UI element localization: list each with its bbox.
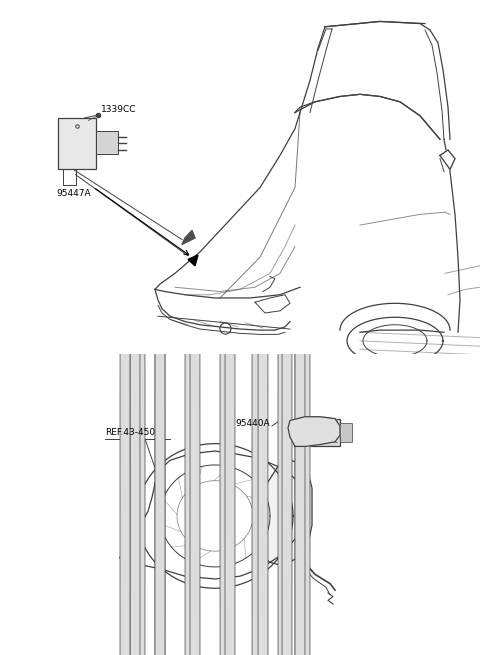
Text: 1339CC: 1339CC bbox=[101, 105, 136, 114]
Circle shape bbox=[252, 0, 262, 655]
Circle shape bbox=[155, 0, 165, 655]
Text: 95440A: 95440A bbox=[235, 419, 270, 428]
Circle shape bbox=[278, 0, 288, 655]
Circle shape bbox=[135, 0, 145, 655]
Polygon shape bbox=[188, 255, 198, 266]
Bar bbox=[340, 422, 352, 442]
Circle shape bbox=[300, 0, 310, 655]
Circle shape bbox=[130, 0, 140, 655]
Text: REF.43-450: REF.43-450 bbox=[105, 428, 155, 437]
Circle shape bbox=[220, 0, 230, 655]
Circle shape bbox=[282, 0, 292, 655]
Circle shape bbox=[190, 0, 200, 655]
Circle shape bbox=[295, 0, 305, 655]
Text: 95447A: 95447A bbox=[56, 189, 91, 198]
Circle shape bbox=[295, 0, 305, 655]
Bar bbox=[295, 419, 340, 447]
Bar bbox=[58, 118, 96, 170]
Polygon shape bbox=[182, 231, 195, 244]
Circle shape bbox=[120, 0, 130, 655]
Circle shape bbox=[225, 0, 235, 655]
Bar bbox=[96, 131, 118, 154]
Polygon shape bbox=[440, 150, 455, 170]
Circle shape bbox=[155, 0, 165, 655]
Circle shape bbox=[258, 0, 268, 655]
Circle shape bbox=[185, 0, 195, 655]
Circle shape bbox=[125, 0, 135, 655]
Polygon shape bbox=[288, 417, 340, 447]
Polygon shape bbox=[258, 460, 312, 565]
